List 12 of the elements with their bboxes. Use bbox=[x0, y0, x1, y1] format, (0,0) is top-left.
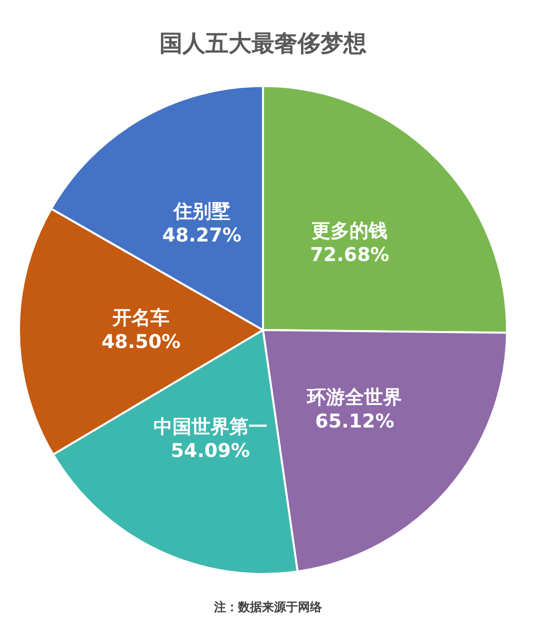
data-label: 48.50% bbox=[101, 330, 181, 353]
slice-label: 开名车 bbox=[112, 306, 170, 329]
data-label: 48.27% bbox=[162, 224, 242, 246]
chart-title: 国人五大最奢侈梦想 bbox=[158, 30, 368, 59]
slice-label: 中国世界第一 bbox=[153, 416, 268, 438]
data-label: 72.68% bbox=[310, 244, 390, 266]
slice-label: 环游全世界 bbox=[306, 386, 402, 408]
text: 注：数据来源于网络 bbox=[214, 599, 322, 616]
data-label: 65.12% bbox=[315, 410, 394, 432]
slice-label: 住别墅 bbox=[172, 200, 230, 222]
slice-label: 更多的钱 bbox=[312, 220, 388, 242]
data-label: 54.09% bbox=[170, 440, 250, 462]
